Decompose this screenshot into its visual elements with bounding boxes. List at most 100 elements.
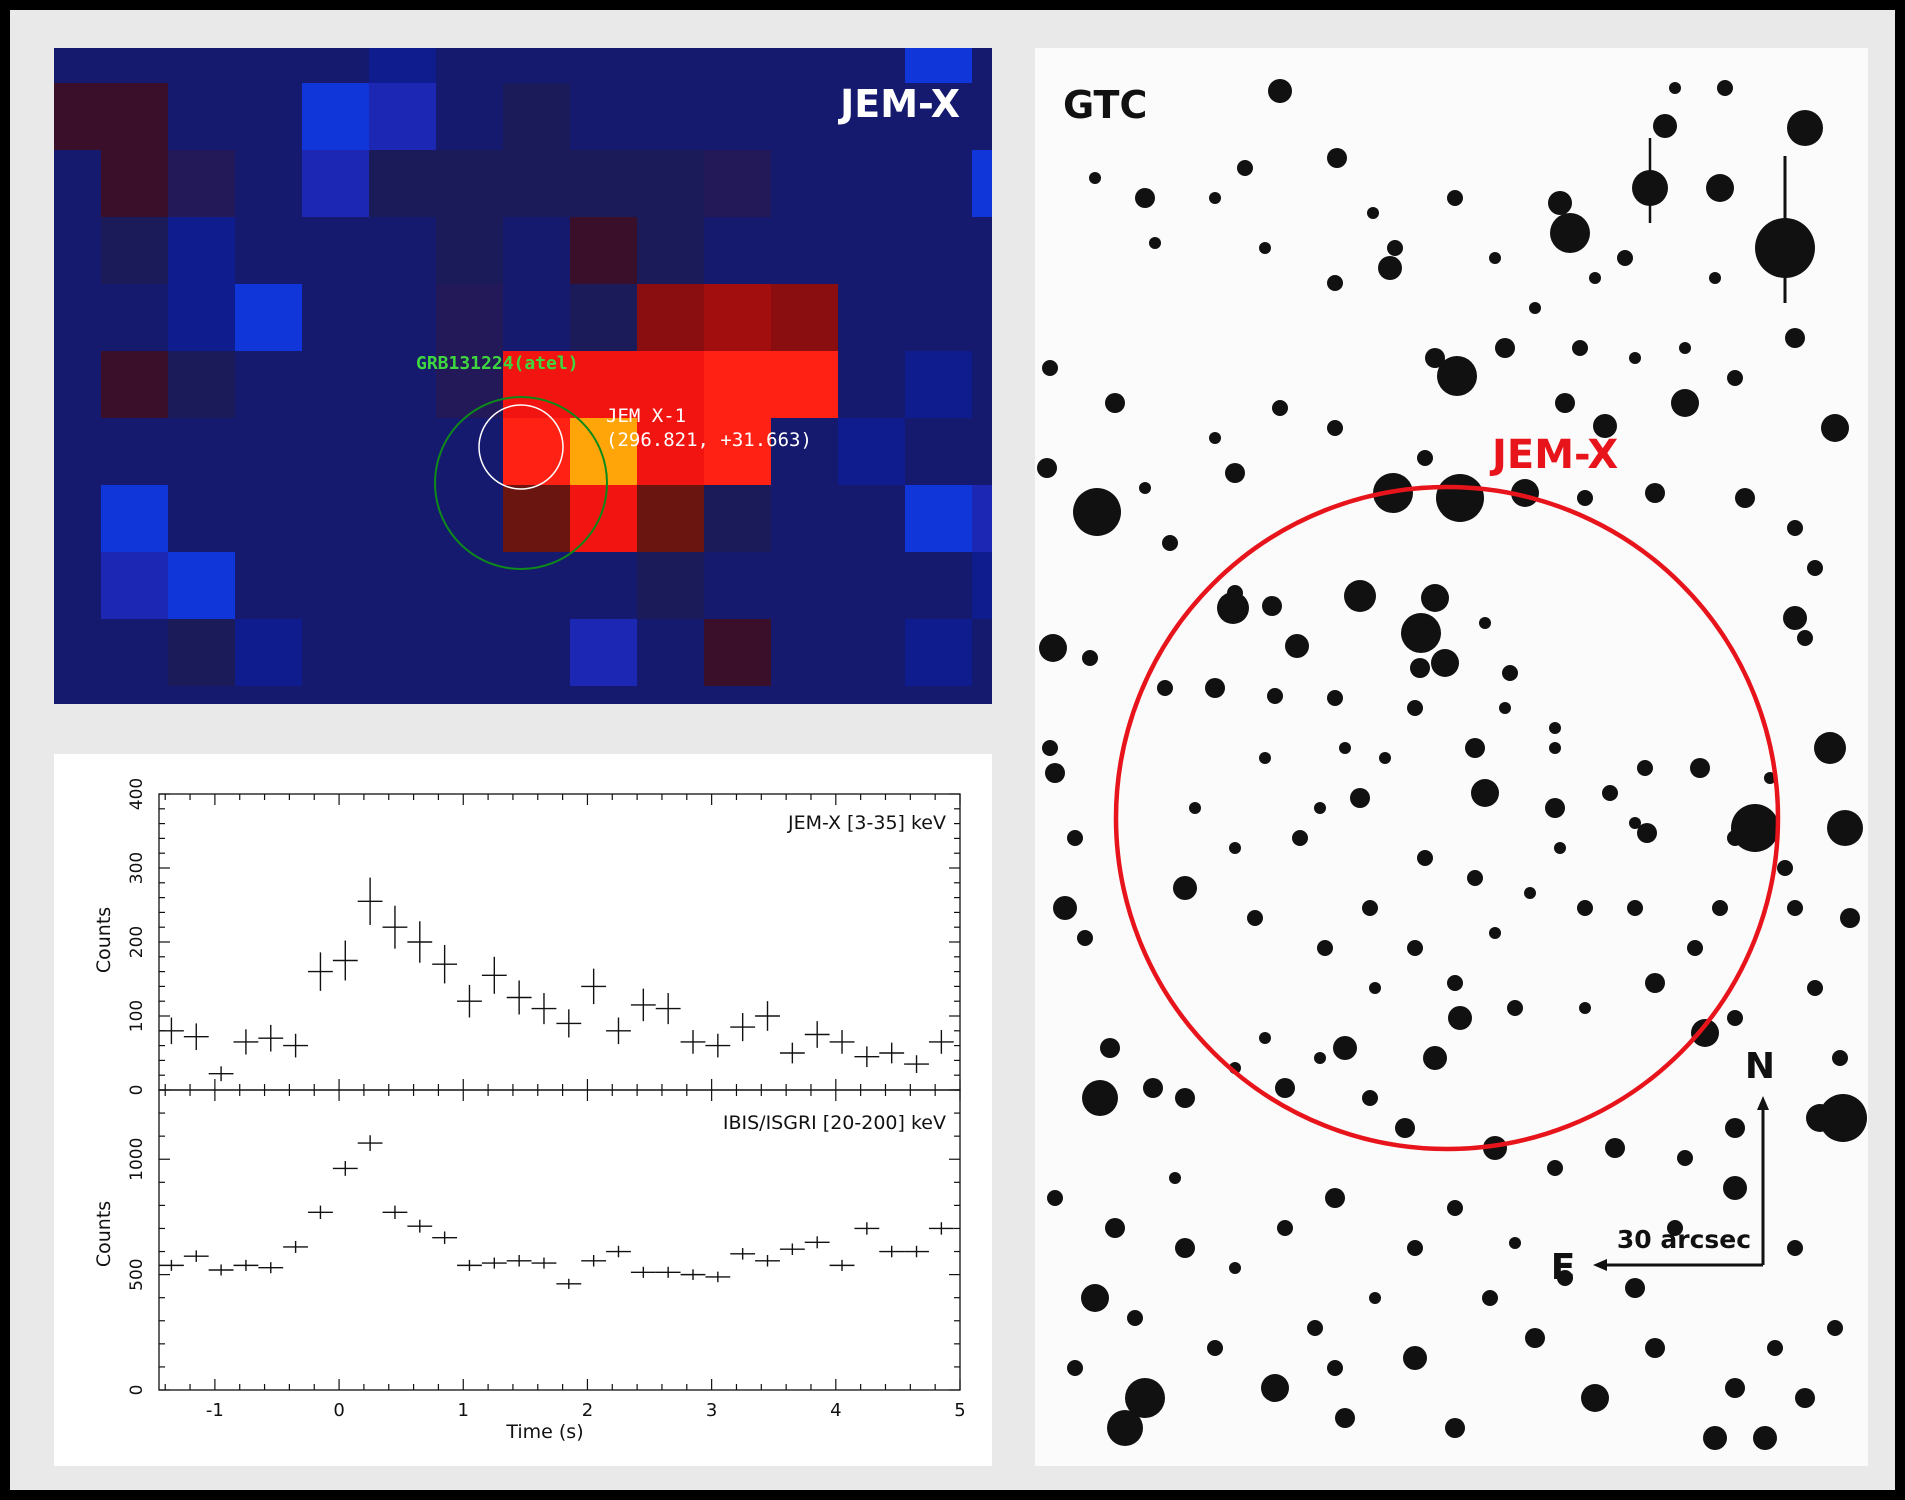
star <box>1189 802 1201 814</box>
image-pixel <box>369 48 437 84</box>
star <box>1067 1360 1083 1376</box>
image-pixel <box>235 48 303 84</box>
data-point <box>655 993 681 1025</box>
star <box>1262 596 1282 616</box>
image-pixel <box>838 485 906 553</box>
data-point <box>655 1266 681 1278</box>
star <box>1229 842 1241 854</box>
image-pixel <box>503 552 571 620</box>
image-pixel <box>235 83 303 151</box>
star <box>1827 810 1863 846</box>
image-pixel <box>369 83 437 151</box>
data-point <box>581 968 607 1005</box>
image-pixel <box>771 48 839 84</box>
image-pixel <box>302 284 370 352</box>
image-pixel <box>235 686 303 704</box>
star <box>1207 1340 1223 1356</box>
star <box>1105 393 1125 413</box>
star <box>1431 649 1459 677</box>
image-pixel <box>905 485 973 553</box>
star <box>1401 613 1441 653</box>
data-point <box>854 1046 880 1068</box>
star <box>1421 584 1449 612</box>
star <box>1259 242 1271 254</box>
image-pixel <box>503 418 571 486</box>
star <box>1268 79 1292 103</box>
image-pixel <box>503 48 571 84</box>
star <box>1314 802 1326 814</box>
star <box>1369 982 1381 994</box>
data-point <box>208 1066 234 1082</box>
image-pixel <box>436 351 504 419</box>
star <box>1327 148 1347 168</box>
image-pixel <box>972 351 992 419</box>
isgri-ylabel: Counts <box>93 1201 115 1267</box>
jemx-image-panel: GRB131224(atel) JEM X-1 (296.821, +31.66… <box>54 48 992 704</box>
image-pixel <box>302 351 370 419</box>
star <box>1107 1410 1143 1446</box>
image-pixel <box>637 619 705 687</box>
source-coords: (296.821, +31.663) <box>606 429 812 451</box>
image-pixel <box>972 619 992 687</box>
image-pixel <box>771 619 839 687</box>
star <box>1821 414 1849 442</box>
star <box>1777 860 1793 876</box>
image-pixel <box>54 217 102 285</box>
star <box>1637 823 1657 843</box>
image-pixel <box>972 217 992 285</box>
image-pixel <box>838 48 906 84</box>
star <box>1339 742 1351 754</box>
star <box>1783 606 1807 630</box>
star <box>1344 580 1376 612</box>
star <box>1549 742 1561 754</box>
jemx-ylabel: Counts <box>93 907 115 973</box>
image-pixel <box>168 284 236 352</box>
star <box>1077 930 1093 946</box>
data-point <box>730 1013 756 1042</box>
star <box>1577 490 1593 506</box>
star <box>1259 752 1271 764</box>
star <box>1403 1346 1427 1370</box>
star <box>1205 678 1225 698</box>
image-pixel <box>704 552 772 620</box>
star <box>1645 1338 1665 1358</box>
image-pixel <box>101 485 169 553</box>
data-point <box>680 1030 706 1054</box>
star <box>1047 1190 1063 1206</box>
star <box>1507 1000 1523 1016</box>
data-point <box>531 1257 557 1269</box>
image-pixel <box>972 552 992 620</box>
star <box>1327 420 1343 436</box>
data-point <box>904 1245 929 1258</box>
star <box>1327 690 1343 706</box>
image-pixel <box>771 351 839 419</box>
star <box>1350 788 1370 808</box>
star <box>1709 272 1721 284</box>
y-tick-label: 0 <box>127 1385 147 1396</box>
source-label: JEM X-1 <box>606 405 686 427</box>
gtc-image: JEM-X GTC N E 30 arcsec <box>1037 79 1867 1450</box>
image-pixel <box>704 83 772 151</box>
jemx-error-circle <box>1113 484 1781 1152</box>
star <box>1417 450 1433 466</box>
data-point <box>457 1259 482 1271</box>
data-point <box>755 1255 780 1267</box>
image-pixel <box>436 619 504 687</box>
star <box>1832 1050 1848 1066</box>
star <box>1645 973 1665 993</box>
star <box>1807 980 1823 996</box>
x-tick-label: 2 <box>582 1400 593 1421</box>
jemx-image: GRB131224(atel) JEM X-1 (296.821, +31.66… <box>54 48 992 704</box>
star <box>1787 520 1803 536</box>
star <box>1335 1408 1355 1428</box>
star <box>1089 172 1101 184</box>
image-pixel <box>302 619 370 687</box>
star <box>1679 342 1691 354</box>
data-point <box>208 1264 234 1276</box>
star <box>1387 240 1403 256</box>
image-pixel <box>235 217 303 285</box>
data-point <box>407 1219 433 1233</box>
image-pixel <box>905 619 973 687</box>
data-point <box>283 1240 309 1253</box>
image-pixel <box>905 83 973 151</box>
